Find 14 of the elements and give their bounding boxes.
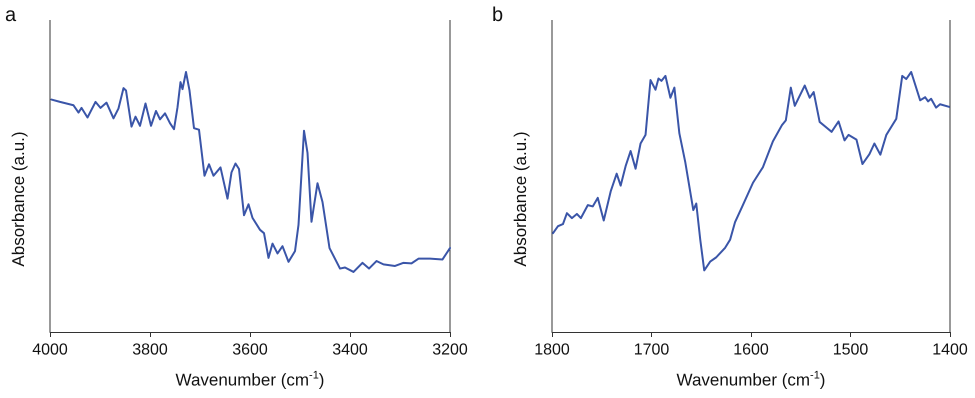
y-axis-title: Absorbance (a.u.) [9,131,28,267]
x-tick-label: 3800 [132,342,168,358]
chart-title: a [5,4,17,26]
x-tick-label: 1500 [832,342,868,358]
chart-title: b [492,4,504,26]
x-tick-label: 1600 [733,342,769,358]
x-tick-label: 1800 [534,342,570,358]
x-tick-label: 3200 [432,342,468,358]
x-tick-label: 1700 [634,342,670,358]
y-axis-title: Absorbance (a.u.) [511,131,530,267]
x-tick-label: 3600 [232,342,268,358]
x-tick-label: 3400 [332,342,368,358]
x-tick-label: 4000 [32,342,68,358]
x-tick-label: 1400 [932,342,968,358]
